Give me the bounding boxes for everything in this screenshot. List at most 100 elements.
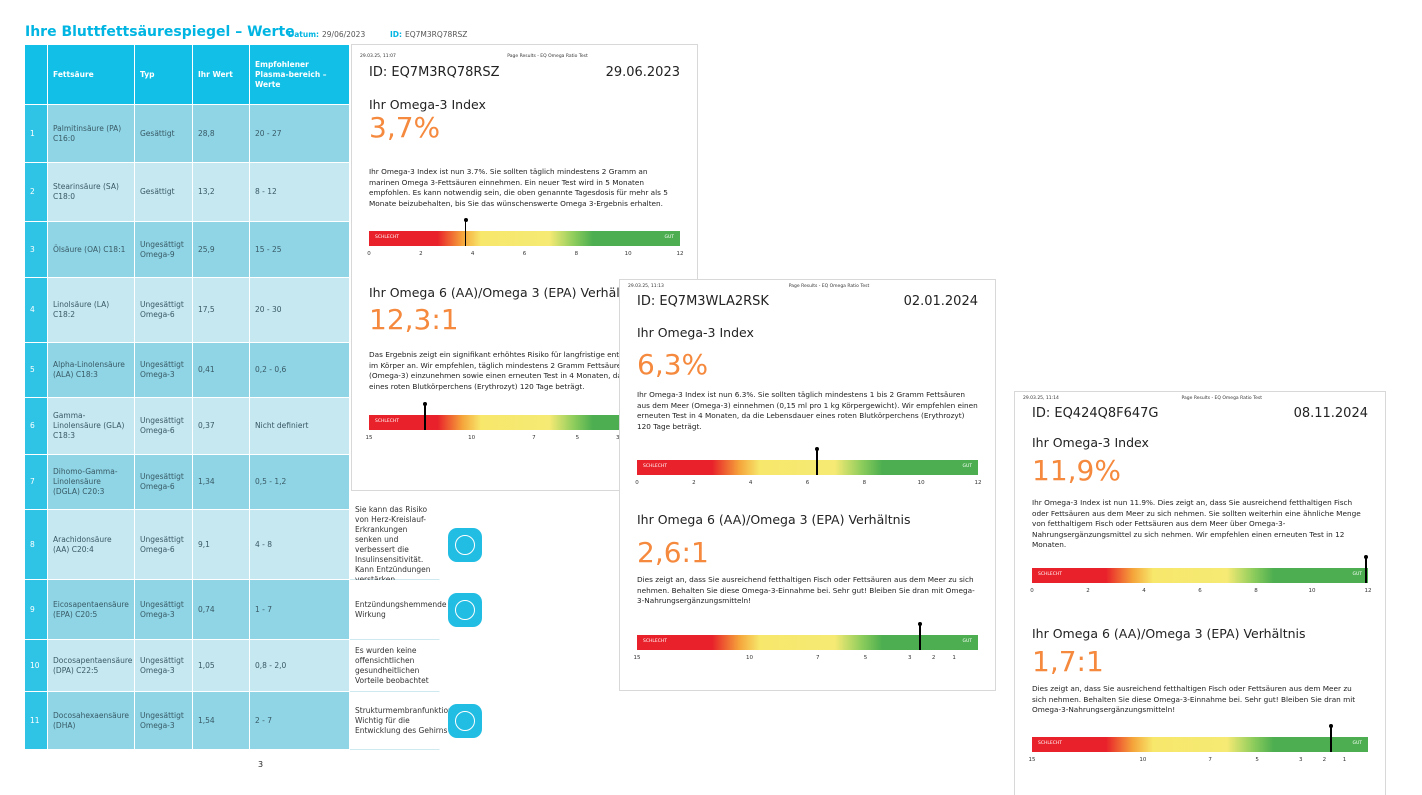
result-value: 2,6:1 (637, 536, 709, 569)
description-cell: Es wurden keine offensichtlichen gesundh… (350, 640, 440, 692)
table-cell: 28,8 (193, 105, 250, 163)
table-cell: 0,41 (193, 343, 250, 398)
icon (448, 593, 482, 627)
description-cell: Entzündungshemmende Wirkung (350, 580, 447, 640)
gauge-marker (918, 622, 923, 650)
header: Page Results - EQ Omega Ratio Test (507, 54, 588, 59)
gauge-marker-dot (1329, 724, 1334, 728)
result-text: Dies zeigt an, dass Sie ausreichend fett… (637, 575, 975, 605)
page-title: Ihre Bluttfettsäurespiegel – Werte (25, 24, 295, 40)
table-cell: 25,9 (193, 222, 250, 278)
gauge-good-label: GUT (962, 464, 972, 469)
gauge-tick-label: 8 (862, 480, 867, 486)
icon (448, 528, 482, 562)
table-cell: Gesättigt (135, 163, 193, 222)
table-cell: Ungesättigt Omega-6 (135, 510, 193, 580)
gauge-tick-label: 10 (917, 480, 925, 486)
gauge-tick-label: 4 (470, 251, 475, 257)
gauge-bad-label: SCHLECHT (375, 419, 400, 424)
description-cell: Sie kann das Risiko von Herz-Kreislauf-E… (350, 505, 440, 584)
gauge-tick-label: 8 (574, 251, 579, 257)
result-id: ID: EQ7M3RQ78RSZ (369, 65, 500, 80)
table-cell: Nicht definiert (250, 398, 350, 455)
row-number: 7 (25, 455, 48, 510)
result-value: 11,9% (1032, 454, 1121, 487)
timestamp: 29.03.25, 11:13 (628, 284, 664, 289)
icon-glyph (455, 535, 475, 555)
result-value: 6,3% (637, 348, 709, 381)
table-cell: 0,5 - 1,2 (250, 455, 350, 510)
gauge-tick-label: 4 (748, 480, 753, 486)
gauge-marker-dot (1364, 555, 1368, 559)
page-number: 3 (258, 760, 264, 769)
gauge-tick-label: 7 (532, 435, 536, 441)
column-header: Empfohlener Plasma-bereich – Werte (250, 45, 350, 105)
table-cell: 0,74 (193, 580, 250, 640)
gauge-bar: SCHLECHT GUT (637, 635, 978, 650)
gauge-tick-label: 2 (419, 251, 423, 257)
table-cell: Ungesättigt Omega-3 (135, 580, 193, 640)
row-number: 11 (25, 692, 48, 750)
result-date: 08.11.2024 (1293, 406, 1368, 421)
row-number: 5 (25, 343, 48, 398)
header: Page Results - EQ Omega Ratio Test (788, 284, 870, 289)
result-id: ID: EQ7M3WLA2RSK (637, 294, 769, 309)
gauge-good-label: GUT (664, 235, 674, 240)
table-cell: 20 - 27 (250, 105, 350, 163)
timestamp: 29.03.25, 11:14 (1023, 396, 1059, 401)
timestamp: 29.03.25, 11:07 (360, 54, 396, 59)
gauge-tick-label: 2 (1322, 757, 1327, 763)
description-cell: Strukturmembranfunktion. Wichtig für die… (350, 692, 455, 750)
gauge-good-label: GUT (962, 639, 972, 644)
column-header: Typ (135, 45, 193, 105)
row-number: 10 (25, 640, 48, 692)
gauge-bar: SCHLECHT GUT (1032, 737, 1368, 752)
column-header: Ihr Wert (193, 45, 250, 105)
table-cell: Ungesättigt Omega-3 (135, 640, 193, 692)
result-value: 3,7% (369, 111, 441, 144)
gauge-marker-dot (814, 447, 819, 451)
gauge-bar: SCHLECHT GUT (637, 460, 978, 475)
icon-glyph (455, 711, 475, 731)
gauge-bad-label: SCHLECHT (643, 639, 668, 644)
gauge-marker (814, 447, 819, 475)
gauge-tick-label: 10 (1308, 588, 1316, 594)
result-document: 29.03.25, 11:14 Page Results - EQ Omega R… (1015, 392, 1385, 795)
date: 29/06/2023 (322, 30, 366, 39)
gauge-tick-label: 6 (1198, 588, 1202, 594)
gauge-tick-label: 1 (1342, 757, 1347, 763)
section-title: Ihr Omega-3 Index (369, 97, 486, 112)
header-cell (25, 45, 48, 105)
table-cell: Dihomo-Gamma-Linolensäure (DGLA) C20:3 (48, 455, 135, 510)
result-document: 29.03.25, 11:13 Page Results - EQ Omega R… (620, 280, 995, 690)
gauge-tick-label: 3 (1299, 757, 1303, 763)
result-id: ID: EQ424Q8F647G (1032, 406, 1159, 421)
table-cell: 1,05 (193, 640, 250, 692)
gauge-good-label: GUT (1352, 572, 1362, 577)
row-number: 1 (25, 105, 48, 163)
table-cell: 17,5 (193, 278, 250, 343)
table-cell: Ungesättigt Omega-6 (135, 278, 193, 343)
gauge-tick-label: 2 (692, 480, 696, 486)
gauge-tick-label: 2 (1086, 588, 1090, 594)
table-cell: Eicosapentaensäure (EPA) C20:5 (48, 580, 135, 640)
table-cell: Docosapentaensäure (DPA) C22:5 (48, 640, 135, 692)
gauge-bad-label: SCHLECHT (1038, 741, 1063, 746)
section-title: Ihr Omega-3 Index (637, 325, 754, 340)
icon (448, 704, 482, 738)
row-number: 2 (25, 163, 48, 222)
row-number: 4 (25, 278, 48, 343)
table-cell: 0,8 - 2,0 (250, 640, 350, 692)
gauge-tick-label: 10 (468, 435, 476, 441)
result-text: im Körper an. Wir empfehlen, täglich min… (369, 360, 642, 370)
gauge-tick-label: 0 (367, 251, 371, 257)
gauge-tick-label: 5 (1255, 757, 1259, 763)
result-value: 1,7:1 (1032, 645, 1104, 678)
table-cell: 1 - 7 (250, 580, 350, 640)
table-cell: Ungesättigt Omega-6 (135, 455, 193, 510)
table-cell: Ungesättigt Omega-3 (135, 343, 193, 398)
result-text: (Omega-3) einzunehmen sowie einen erneut… (369, 371, 636, 380)
table-cell: Ungesättigt Omega-3 (135, 692, 193, 750)
result-date: 29.06.2023 (605, 65, 680, 80)
table-cell: 2 - 7 (250, 692, 350, 750)
